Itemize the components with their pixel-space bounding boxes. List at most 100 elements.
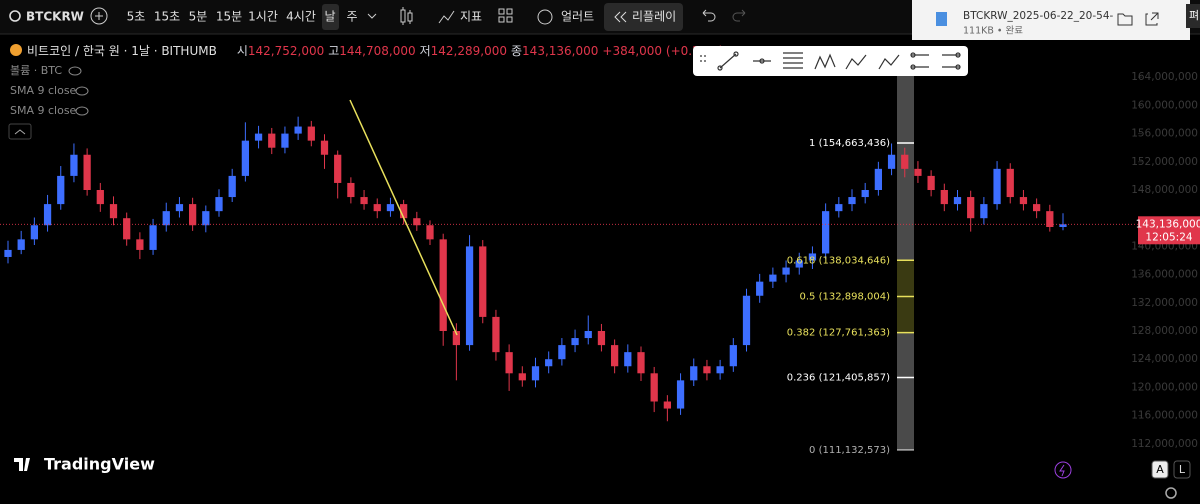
candle-body [874, 168, 883, 190]
y-tick-label: 152,000,000 [1131, 156, 1198, 168]
edge-tab[interactable]: 펴 [1189, 9, 1199, 22]
ohlc-label: 종 [511, 44, 522, 58]
lightning-button[interactable] [1054, 461, 1072, 479]
settings[interactable] [1165, 487, 1177, 499]
candle-body [175, 204, 184, 212]
countdown: 12:05:24 [1145, 231, 1192, 243]
toggle-label: A [1156, 463, 1164, 476]
visibility-toggle[interactable] [75, 86, 89, 96]
fib-label: 0.382 (127,761,363) [787, 328, 890, 339]
lightning-icon [1059, 464, 1065, 477]
toggle-button[interactable] [1151, 460, 1169, 479]
candle-body [584, 331, 592, 339]
interval[interactable]: 4시간 [286, 10, 316, 24]
interval[interactable]: 15분 [216, 10, 242, 24]
interval[interactable]: 주 [346, 10, 357, 24]
y-tick-label: 136,000,000 [1131, 269, 1198, 281]
interval[interactable]: 15초 [154, 10, 180, 24]
candle-body [729, 345, 737, 367]
toggle-button[interactable] [1173, 460, 1191, 479]
candle-body [492, 316, 500, 353]
candle-body [136, 239, 144, 250]
open-file[interactable] [1145, 12, 1159, 26]
drawing-tools [700, 51, 961, 71]
visibility-toggle[interactable] [68, 66, 82, 76]
download-popup [912, 0, 1190, 40]
candle-body [505, 352, 513, 374]
y-tick-label: 128,000,000 [1131, 325, 1198, 337]
candle-body [215, 197, 223, 212]
indicators-button[interactable]: 지표 [460, 10, 482, 24]
candle-body [703, 366, 711, 374]
ohlc-label: 시 [237, 44, 248, 58]
interval-dropdown[interactable] [367, 13, 377, 19]
toggle-label: L [1179, 463, 1186, 476]
indicator-icon [438, 10, 455, 24]
legend-line: 비트코인 / 한국 원 · 1날 · BITHUMB 시142,752,000 고1… [27, 44, 723, 58]
last-price-label: 143,136,000 [1136, 218, 1200, 230]
y-tick-label: 116,000,000 [1131, 410, 1198, 422]
interval[interactable]: 5분 [189, 10, 208, 24]
y-tick-label: 112,000,000 [1131, 438, 1198, 450]
open-folder[interactable] [1117, 13, 1133, 26]
search-icon[interactable] [9, 10, 21, 22]
candle-body [281, 133, 289, 148]
chart-type-icon[interactable] [400, 7, 413, 25]
candle-body [716, 366, 724, 374]
edge-tab-bg[interactable] [1186, 4, 1200, 28]
indicator-list: 볼륨 · BTC SMA 9 close SMA 9 close [10, 64, 89, 117]
candle-body [307, 126, 315, 141]
symbol[interactable]: BTCKRW [26, 10, 84, 24]
intervals: 5초 15초 5분 15분 1시간 4시간 날 주 [127, 10, 358, 24]
drawing-toolbar [693, 46, 968, 76]
indicator-name: SMA 9 close [10, 84, 77, 97]
replay-bg[interactable] [604, 3, 683, 31]
candle-body [399, 204, 408, 219]
candle-body [452, 331, 461, 346]
layouts-icon[interactable] [498, 8, 513, 23]
y-tick-label: 160,000,000 [1131, 99, 1198, 111]
collapse-icon [14, 129, 26, 135]
add-icon [95, 12, 103, 20]
interval[interactable]: 날 [324, 10, 335, 24]
candle-body [571, 338, 579, 346]
candle-body [254, 133, 263, 141]
undo[interactable] [702, 9, 716, 22]
candle-body [531, 366, 540, 381]
candle-body [4, 249, 12, 257]
candle-body [413, 218, 421, 226]
interval[interactable]: 5초 [127, 10, 146, 24]
candle-body [188, 204, 197, 226]
ohlc-value: 143,136,000 [522, 44, 598, 58]
candle-body [70, 154, 78, 176]
trend-line-drawing[interactable] [349, 99, 458, 336]
ohlc-value: 142,752,000 [248, 44, 324, 58]
candle-body [901, 154, 909, 169]
download-filename[interactable]: BTCKRW_2025-06-22_20-54- [963, 10, 1114, 22]
symbol-icon [10, 44, 22, 56]
candle-body [993, 168, 1001, 205]
fib-label: 0.618 (138,034,646) [787, 255, 890, 266]
y-tick-label: 148,000,000 [1131, 184, 1198, 196]
candle-body [558, 345, 566, 360]
candle-body [690, 366, 698, 381]
add-symbol[interactable] [90, 7, 108, 25]
alert-icon [537, 9, 553, 25]
alerts-button[interactable]: 얼러트 [561, 10, 594, 24]
candle-body [162, 211, 170, 226]
candle-body [927, 175, 935, 190]
collapse-legend[interactable] [8, 123, 32, 140]
candle-body [1059, 224, 1067, 227]
redo[interactable] [732, 9, 746, 22]
candle-body [624, 352, 632, 367]
visibility-toggle[interactable] [75, 106, 89, 116]
ohlc-value: 144,708,000 [339, 44, 415, 58]
plot-area: 164,000,000 160,000,000 156,000,000 152,000… [0, 50, 1198, 456]
ohlc-value: 142,289,000 [431, 44, 507, 58]
candle-body [109, 204, 118, 219]
download-info: 111KB • 완료 [963, 26, 1023, 37]
replay-button[interactable]: 리플레이 [632, 10, 676, 24]
candle-body [123, 218, 131, 240]
interval[interactable]: 1시간 [248, 10, 278, 24]
